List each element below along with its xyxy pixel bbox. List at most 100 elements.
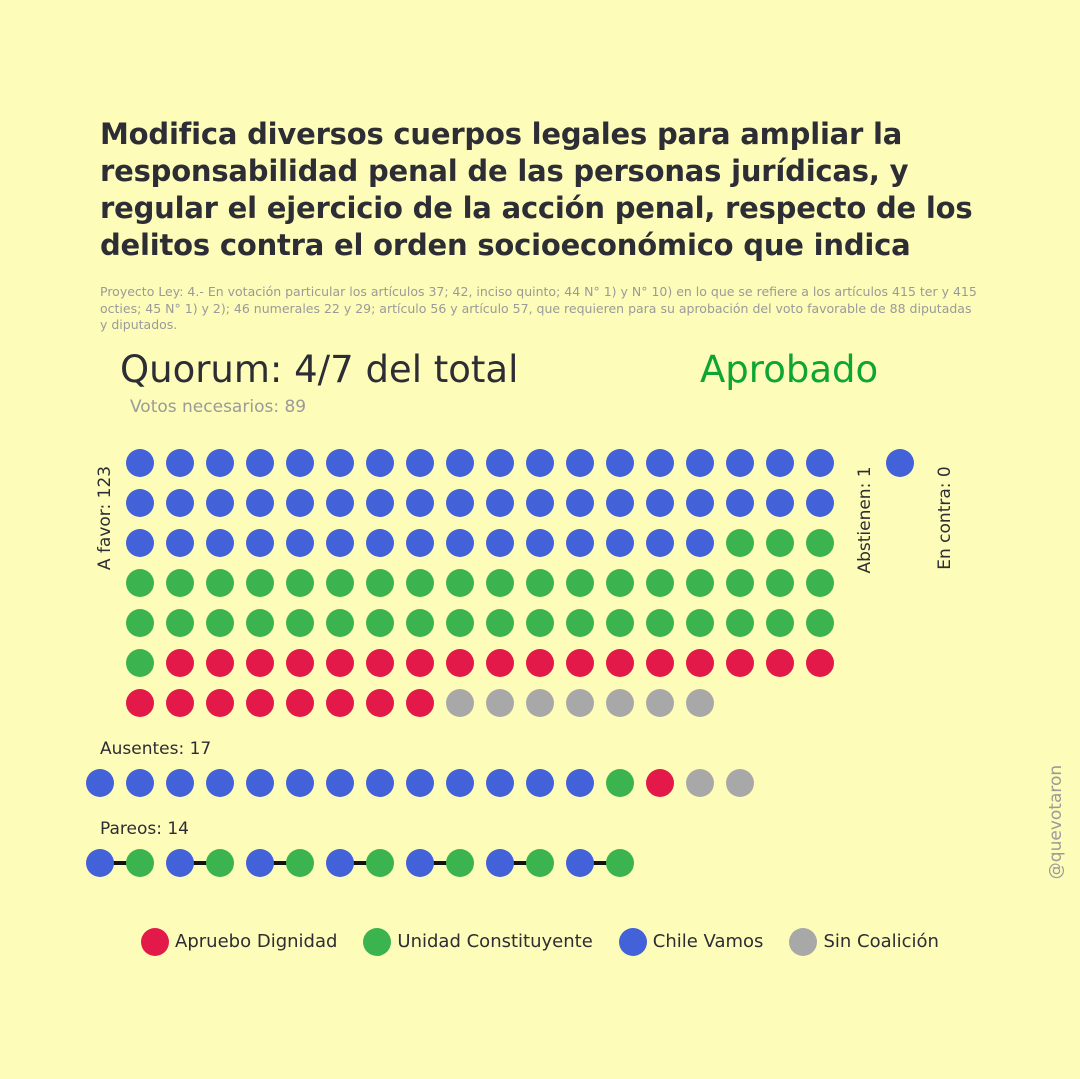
ausentes-dot-chile-vamos: Chile Vamos	[206, 769, 234, 797]
favor-dot-unidad-constituyente: Unidad Constituyente	[806, 529, 834, 557]
favor-dot-unidad-constituyente: Unidad Constituyente	[726, 609, 754, 637]
pareo-dot-chile-vamos: Chile Vamos	[246, 849, 274, 877]
votes-needed-label: Votos necesarios: 89	[130, 397, 307, 417]
favor-dot-chile-vamos: Chile Vamos	[126, 529, 154, 557]
favor-dot-chile-vamos: Chile Vamos	[246, 529, 274, 557]
favor-dot-unidad-constituyente: Unidad Constituyente	[486, 609, 514, 637]
favor-dot-chile-vamos: Chile Vamos	[326, 489, 354, 517]
favor-dot-chile-vamos: Chile Vamos	[646, 529, 674, 557]
favor-dot-apruebo-dignidad: Apruebo Dignidad	[166, 689, 194, 717]
legend-item-apruebo-dignidad: Apruebo Dignidad	[141, 928, 337, 956]
favor-dot-apruebo-dignidad: Apruebo Dignidad	[326, 689, 354, 717]
legend-item-unidad-constituyente: Unidad Constituyente	[363, 928, 593, 956]
favor-dot-apruebo-dignidad: Apruebo Dignidad	[566, 649, 594, 677]
pareo-dot-unidad-constituyente: Unidad Constituyente	[446, 849, 474, 877]
ausentes-dot-chile-vamos: Chile Vamos	[166, 769, 194, 797]
favor-dot-chile-vamos: Chile Vamos	[286, 449, 314, 477]
ausentes-dot-apruebo-dignidad: Apruebo Dignidad	[646, 769, 674, 797]
favor-dot-sin-coalicion: Sin Coalición	[446, 689, 474, 717]
favor-dot-unidad-constituyente: Unidad Constituyente	[766, 529, 794, 557]
favor-dot-unidad-constituyente: Unidad Constituyente	[246, 569, 274, 597]
chart-subtitle: Proyecto Ley: 4.- En votación particular…	[100, 284, 977, 332]
favor-dot-apruebo-dignidad: Apruebo Dignidad	[366, 689, 394, 717]
legend-item-chile-vamos: Chile Vamos	[618, 928, 764, 956]
ausentes-dot-chile-vamos: Chile Vamos	[326, 769, 354, 797]
favor-dot-chile-vamos: Chile Vamos	[646, 449, 674, 477]
favor-dot-unidad-constituyente: Unidad Constituyente	[806, 569, 834, 597]
legend-swatch	[789, 928, 818, 956]
favor-dot-apruebo-dignidad: Apruebo Dignidad	[766, 649, 794, 677]
favor-dot-chile-vamos: Chile Vamos	[566, 529, 594, 557]
status-label: Aprobado	[700, 348, 879, 391]
legend-label: Sin Coalición	[823, 931, 939, 952]
favor-dot-unidad-constituyente: Unidad Constituyente	[646, 609, 674, 637]
ausentes-dot-sin-coalicion: Sin Coalición	[726, 769, 754, 797]
favor-dot-unidad-constituyente: Unidad Constituyente	[126, 609, 154, 637]
pareo-dot-chile-vamos: Chile Vamos	[486, 849, 514, 877]
quorum-label: Quorum: 4/7 del total	[120, 348, 519, 391]
favor-dot-chile-vamos: Chile Vamos	[286, 489, 314, 517]
favor-dot-apruebo-dignidad: Apruebo Dignidad	[206, 649, 234, 677]
legend-label: Unidad Constituyente	[397, 931, 593, 952]
legend-item-sin-coalicion: Sin Coalición	[789, 928, 939, 956]
favor-dot-chile-vamos: Chile Vamos	[766, 489, 794, 517]
favor-dot-apruebo-dignidad: Apruebo Dignidad	[206, 689, 234, 717]
favor-dot-apruebo-dignidad: Apruebo Dignidad	[326, 649, 354, 677]
favor-dot-chile-vamos: Chile Vamos	[406, 529, 434, 557]
ausentes-dot-chile-vamos: Chile Vamos	[526, 769, 554, 797]
favor-dot-apruebo-dignidad: Apruebo Dignidad	[686, 649, 714, 677]
favor-dot-apruebo-dignidad: Apruebo Dignidad	[606, 649, 634, 677]
favor-dot-chile-vamos: Chile Vamos	[246, 449, 274, 477]
favor-dot-apruebo-dignidad: Apruebo Dignidad	[806, 649, 834, 677]
favor-dot-chile-vamos: Chile Vamos	[806, 489, 834, 517]
favor-dot-chile-vamos: Chile Vamos	[246, 489, 274, 517]
ausentes-dot-chile-vamos: Chile Vamos	[446, 769, 474, 797]
favor-dot-chile-vamos: Chile Vamos	[206, 529, 234, 557]
favor-dot-unidad-constituyente: Unidad Constituyente	[726, 569, 754, 597]
favor-dot-apruebo-dignidad: Apruebo Dignidad	[486, 649, 514, 677]
favor-dot-unidad-constituyente: Unidad Constituyente	[486, 569, 514, 597]
favor-dot-unidad-constituyente: Unidad Constituyente	[166, 609, 194, 637]
pareo-dot-unidad-constituyente: Unidad Constituyente	[606, 849, 634, 877]
favor-dot-chile-vamos: Chile Vamos	[806, 449, 834, 477]
favor-dot-unidad-constituyente: Unidad Constituyente	[126, 569, 154, 597]
favor-dot-apruebo-dignidad: Apruebo Dignidad	[446, 649, 474, 677]
ausentes-dot-chile-vamos: Chile Vamos	[486, 769, 514, 797]
favor-dot-chile-vamos: Chile Vamos	[126, 489, 154, 517]
legend-label: Chile Vamos	[652, 931, 764, 952]
favor-dot-unidad-constituyente: Unidad Constituyente	[126, 649, 154, 677]
favor-dot-unidad-constituyente: Unidad Constituyente	[166, 569, 194, 597]
favor-dot-unidad-constituyente: Unidad Constituyente	[366, 609, 394, 637]
favor-dot-unidad-constituyente: Unidad Constituyente	[606, 569, 634, 597]
favor-dot-chile-vamos: Chile Vamos	[486, 449, 514, 477]
favor-dot-chile-vamos: Chile Vamos	[446, 449, 474, 477]
favor-dot-unidad-constituyente: Unidad Constituyente	[286, 569, 314, 597]
favor-dot-chile-vamos: Chile Vamos	[726, 489, 754, 517]
favor-dot-chile-vamos: Chile Vamos	[406, 489, 434, 517]
favor-dot-chile-vamos: Chile Vamos	[726, 449, 754, 477]
favor-dot-chile-vamos: Chile Vamos	[126, 449, 154, 477]
favor-dot-chile-vamos: Chile Vamos	[566, 449, 594, 477]
favor-dot-unidad-constituyente: Unidad Constituyente	[766, 609, 794, 637]
favor-dot-chile-vamos: Chile Vamos	[606, 529, 634, 557]
favor-dot-apruebo-dignidad: Apruebo Dignidad	[286, 689, 314, 717]
favor-dot-unidad-constituyente: Unidad Constituyente	[206, 609, 234, 637]
favor-dot-chile-vamos: Chile Vamos	[366, 529, 394, 557]
favor-dot-sin-coalicion: Sin Coalición	[686, 689, 714, 717]
favor-dot-unidad-constituyente: Unidad Constituyente	[726, 529, 754, 557]
legend-swatch	[618, 928, 647, 956]
favor-dot-unidad-constituyente: Unidad Constituyente	[446, 569, 474, 597]
favor-dot-chile-vamos: Chile Vamos	[326, 449, 354, 477]
favor-dot-unidad-constituyente: Unidad Constituyente	[686, 569, 714, 597]
favor-dot-chile-vamos: Chile Vamos	[206, 489, 234, 517]
favor-dot-chile-vamos: Chile Vamos	[166, 449, 194, 477]
favor-dot-unidad-constituyente: Unidad Constituyente	[686, 609, 714, 637]
favor-dot-unidad-constituyente: Unidad Constituyente	[246, 609, 274, 637]
favor-dot-chile-vamos: Chile Vamos	[526, 449, 554, 477]
favor-dot-chile-vamos: Chile Vamos	[686, 489, 714, 517]
favor-dot-apruebo-dignidad: Apruebo Dignidad	[646, 649, 674, 677]
pareo-dot-unidad-constituyente: Unidad Constituyente	[286, 849, 314, 877]
ausentes-dot-unidad-constituyente: Unidad Constituyente	[606, 769, 634, 797]
pareo-dot-unidad-constituyente: Unidad Constituyente	[526, 849, 554, 877]
favor-dot-chile-vamos: Chile Vamos	[286, 529, 314, 557]
